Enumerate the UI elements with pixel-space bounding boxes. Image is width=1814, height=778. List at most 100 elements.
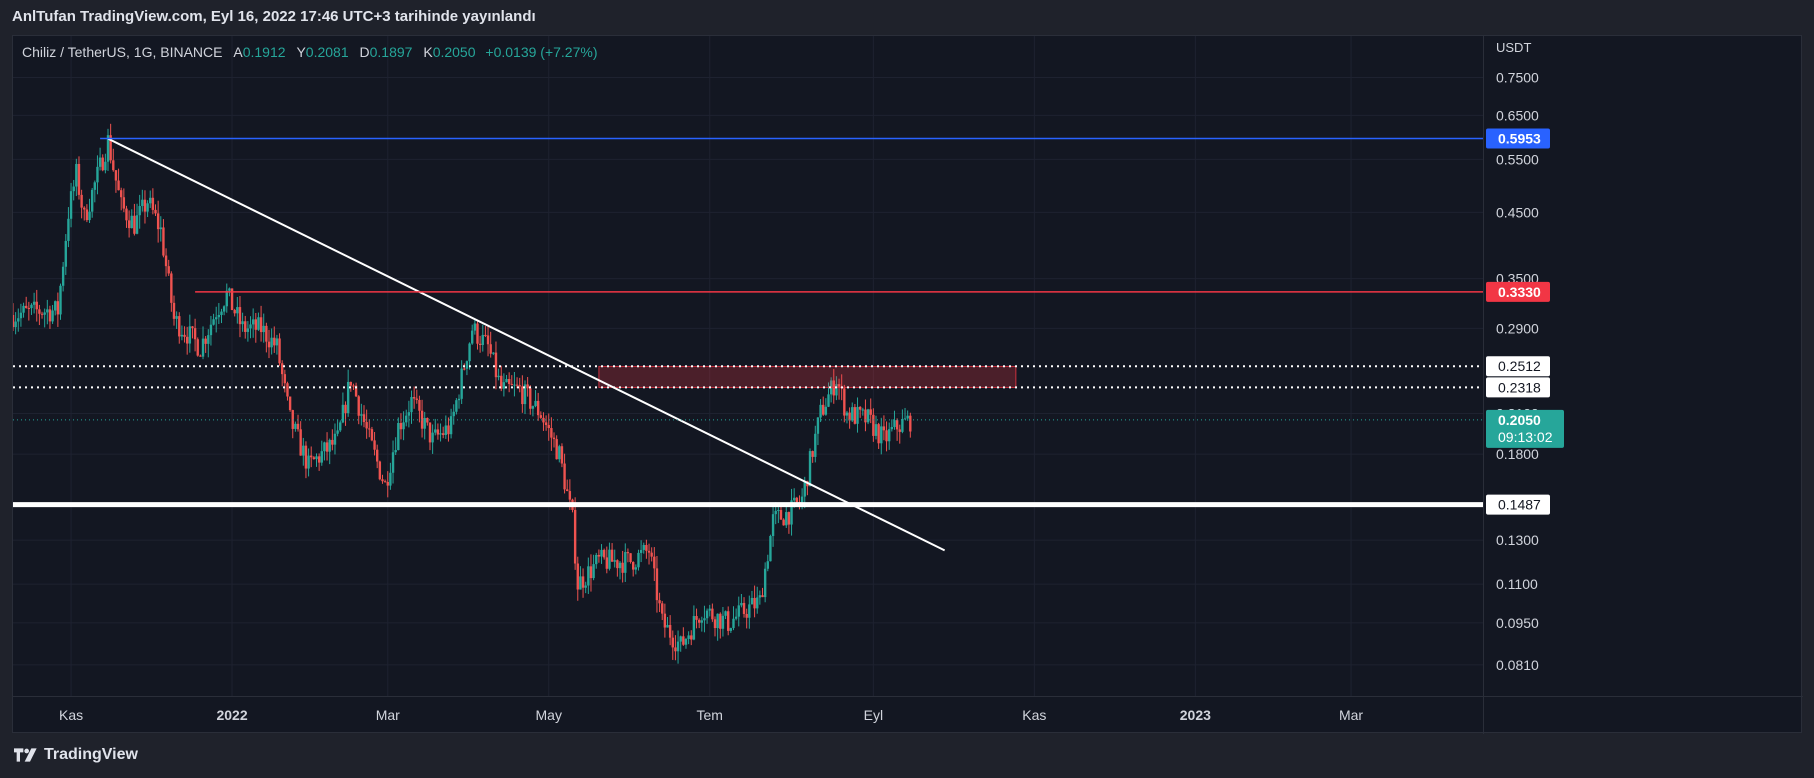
candle-body — [521, 386, 524, 405]
candle-body — [220, 311, 223, 315]
candle — [507, 372, 511, 393]
candle — [869, 398, 872, 424]
candle-body — [249, 324, 252, 329]
candle — [837, 378, 841, 400]
candle — [618, 561, 622, 580]
candle-body — [602, 549, 606, 558]
candle-body — [642, 545, 645, 550]
candle — [589, 554, 593, 592]
candle-body — [215, 317, 218, 320]
candle-body — [621, 562, 624, 573]
candle-body — [149, 197, 152, 204]
candle — [629, 553, 632, 564]
candle-body — [75, 163, 78, 187]
candle-body — [402, 422, 405, 430]
candle-body — [333, 433, 337, 445]
candle-body — [845, 412, 849, 416]
candle — [526, 376, 529, 397]
candle-body — [901, 419, 904, 432]
symbol-name[interactable]: Chiliz / TetherUS, 1G, BINANCE — [22, 44, 223, 60]
candle-body — [792, 497, 796, 501]
candle-body — [294, 423, 297, 429]
chart-panel[interactable]: USDT 0.7500 0.6500 0.5500 0.4500 0.3500 0.2900… — [12, 35, 1803, 734]
candle — [209, 315, 213, 346]
candle — [251, 308, 255, 338]
candle — [75, 158, 78, 197]
candle — [661, 600, 664, 621]
candle-body — [120, 190, 123, 198]
candle-body — [729, 628, 733, 631]
candle — [72, 179, 75, 201]
candle-body — [832, 380, 835, 396]
candle — [676, 630, 680, 664]
candle-body — [43, 312, 46, 315]
candle-body — [808, 451, 812, 487]
candle-body — [835, 384, 838, 396]
candle — [576, 556, 579, 601]
candle — [43, 308, 46, 328]
candle — [769, 534, 772, 562]
price-chart[interactable]: USDT0.75000.65000.55000.45000.35000.2900… — [13, 36, 1803, 734]
candle-body — [547, 425, 550, 429]
candle-body — [175, 316, 178, 319]
candle — [518, 377, 521, 393]
candle — [431, 424, 434, 454]
level-badge-label: 0.1487 — [1498, 497, 1541, 513]
candle-body — [581, 576, 585, 588]
time-tick-label: May — [536, 707, 562, 723]
candle-body — [130, 215, 133, 229]
candle — [357, 395, 360, 425]
candle — [101, 154, 104, 172]
candle-body — [811, 451, 814, 457]
candle — [758, 590, 762, 605]
candle — [616, 559, 619, 577]
tradingview-brand[interactable]: TradingView — [14, 746, 138, 764]
candle — [827, 382, 830, 408]
candle — [592, 554, 595, 581]
candle — [605, 546, 609, 574]
candle — [666, 617, 669, 628]
candle — [639, 540, 643, 563]
candle-body — [46, 309, 49, 313]
candle — [684, 637, 688, 649]
candle — [383, 479, 387, 483]
candle — [523, 380, 527, 415]
candle-body — [156, 213, 160, 230]
price-axis-unit: USDT — [1496, 40, 1531, 55]
candle — [410, 390, 413, 424]
candle-body — [700, 620, 704, 623]
candle-body — [531, 406, 535, 409]
candle-body — [864, 409, 867, 423]
candle-body — [420, 410, 424, 429]
candle — [280, 360, 284, 387]
candle — [602, 548, 606, 560]
candle — [233, 308, 236, 317]
candle — [679, 635, 682, 652]
candle-body — [481, 334, 484, 345]
candle — [365, 409, 368, 439]
candle — [843, 384, 846, 423]
candle-body — [56, 301, 60, 315]
candle — [703, 605, 706, 633]
candle — [56, 292, 60, 327]
candle — [339, 420, 342, 433]
candle — [104, 153, 107, 174]
price-tick-label: 0.1300 — [1496, 532, 1539, 548]
candle — [394, 437, 397, 455]
candle — [808, 448, 812, 487]
candle-body — [233, 310, 236, 314]
candle — [412, 386, 416, 409]
candle-body — [468, 343, 471, 362]
candle-body — [64, 240, 67, 267]
candle-body — [592, 564, 595, 579]
candle — [700, 616, 704, 632]
candle-body — [872, 414, 875, 436]
candle-body — [856, 406, 859, 424]
candle — [893, 410, 896, 430]
candle — [544, 415, 548, 431]
candle — [196, 337, 199, 357]
candle — [721, 606, 725, 637]
time-tick-label: Mar — [1339, 707, 1363, 723]
candle — [848, 407, 851, 429]
candle-body — [125, 208, 128, 221]
